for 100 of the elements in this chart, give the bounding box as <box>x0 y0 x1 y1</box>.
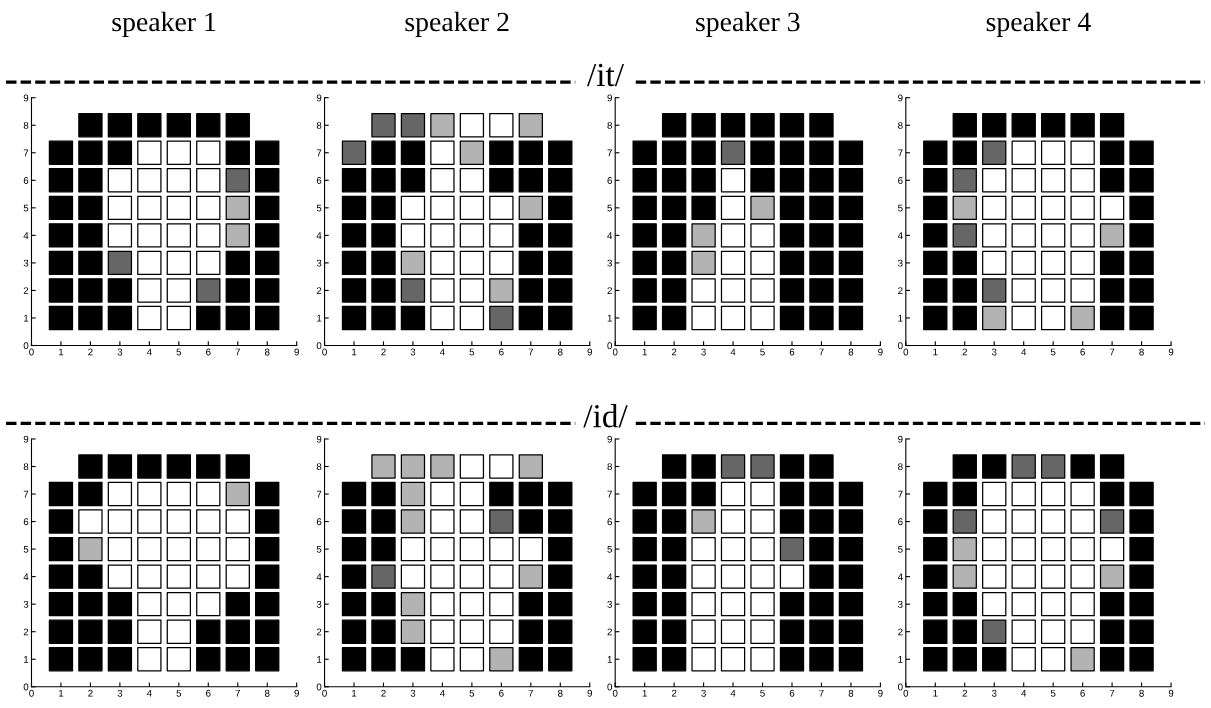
point <box>838 647 864 672</box>
point <box>371 168 396 193</box>
point <box>196 305 221 331</box>
point <box>982 647 1007 672</box>
point <box>489 536 514 562</box>
point <box>107 305 133 331</box>
point <box>341 140 367 165</box>
point <box>1099 536 1125 562</box>
y-tick-label: 2 <box>898 287 903 294</box>
point <box>1070 454 1095 479</box>
y-tick-label: 0 <box>316 683 322 691</box>
point <box>952 591 977 617</box>
x-tick-label: 5 <box>760 689 765 697</box>
x-tick-label: 9 <box>294 689 299 697</box>
point <box>518 113 544 138</box>
point <box>137 305 162 331</box>
point <box>400 278 426 303</box>
point <box>166 509 192 534</box>
point <box>166 250 192 276</box>
point <box>952 564 977 589</box>
point <box>78 509 103 534</box>
point <box>720 223 746 248</box>
point <box>1040 195 1066 221</box>
x-tick-label: 2 <box>962 348 967 356</box>
point <box>691 647 716 672</box>
point <box>255 481 280 507</box>
point <box>1040 278 1066 303</box>
point <box>1070 195 1095 221</box>
point <box>341 278 367 303</box>
point <box>1129 305 1154 331</box>
point <box>661 454 687 479</box>
point <box>838 481 864 507</box>
point <box>952 509 977 534</box>
point <box>1070 223 1095 248</box>
point <box>982 223 1007 248</box>
point <box>518 250 544 276</box>
point <box>341 250 367 276</box>
point <box>691 223 716 248</box>
point <box>1040 140 1066 165</box>
point <box>107 195 133 221</box>
point <box>661 223 687 248</box>
point <box>632 305 657 331</box>
y-tick-label: 3 <box>607 259 612 267</box>
point <box>166 619 192 644</box>
y-tick-label: 0 <box>607 342 613 350</box>
point <box>430 140 455 165</box>
x-tick-label: 1 <box>352 348 357 356</box>
point <box>779 168 805 193</box>
y-tick-label: 6 <box>316 518 322 526</box>
x-tick-label: 4 <box>146 689 152 697</box>
point <box>489 113 514 138</box>
point <box>400 305 426 331</box>
y-tick-label: 5 <box>898 204 903 212</box>
point <box>371 305 396 331</box>
point <box>1070 113 1095 138</box>
point <box>691 591 716 617</box>
point <box>548 536 573 562</box>
point <box>196 619 221 644</box>
point <box>489 591 514 617</box>
point <box>225 113 250 138</box>
chart-title: speaker 4 <box>986 11 1091 37</box>
y-tick-label: 9 <box>898 94 903 102</box>
point <box>750 454 775 479</box>
point <box>952 223 977 248</box>
point <box>720 591 746 617</box>
x-tick-label: 1 <box>58 348 64 356</box>
y-tick-label: 5 <box>316 545 322 553</box>
point <box>255 509 280 534</box>
point <box>371 454 396 479</box>
point <box>489 140 514 165</box>
point <box>371 591 396 617</box>
point <box>1040 481 1066 507</box>
point <box>78 305 103 331</box>
point <box>78 140 103 165</box>
point <box>952 305 977 331</box>
point <box>137 536 162 562</box>
point <box>1070 305 1095 331</box>
point <box>430 454 455 479</box>
point <box>489 168 514 193</box>
point <box>809 454 834 479</box>
point <box>952 481 977 507</box>
x-tick-label: 4 <box>730 348 736 356</box>
y-tick-label: 2 <box>316 628 322 636</box>
point <box>166 168 192 193</box>
point <box>518 278 544 303</box>
point <box>952 250 977 276</box>
y-tick-label: 7 <box>23 490 29 498</box>
point <box>400 195 426 221</box>
y-tick-label: 8 <box>898 463 903 471</box>
point <box>661 509 687 534</box>
point <box>430 647 455 672</box>
point <box>1040 454 1066 479</box>
point <box>1099 278 1125 303</box>
point <box>838 619 864 644</box>
point <box>982 481 1007 507</box>
x-tick-label: 1 <box>933 348 938 356</box>
point <box>548 140 573 165</box>
point <box>255 140 280 165</box>
x-tick-label: 1 <box>642 689 647 697</box>
x-tick-label: 3 <box>991 689 997 697</box>
